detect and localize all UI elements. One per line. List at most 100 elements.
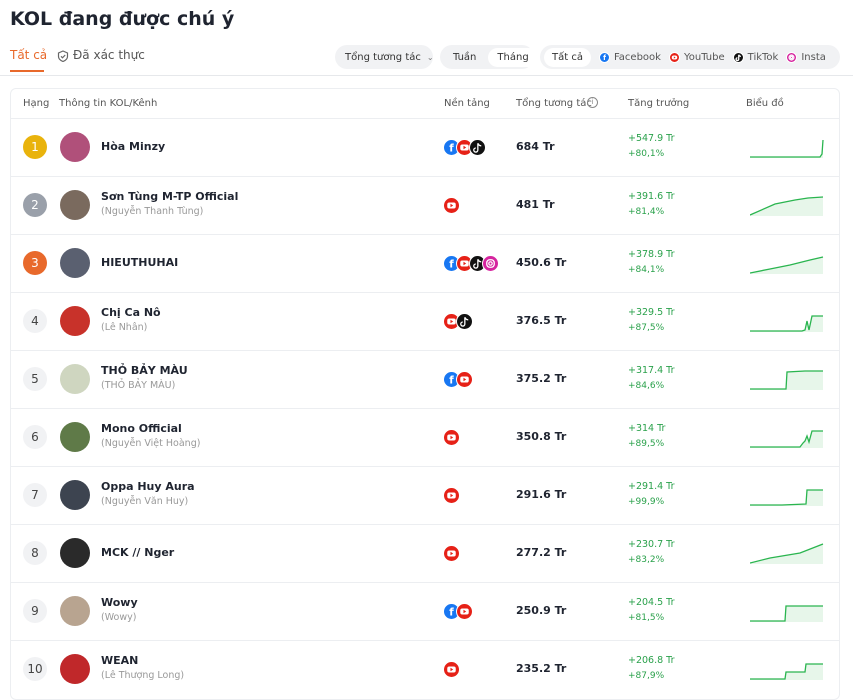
metric-label: Tổng tương tác xyxy=(345,51,421,63)
row-divider xyxy=(10,118,840,119)
total-interactions: 376.5 Tr xyxy=(516,314,567,327)
growth-percent: +87,9% xyxy=(628,671,665,681)
sparkline xyxy=(750,430,823,448)
platform-icon xyxy=(443,487,460,504)
platform-icons: f xyxy=(443,603,473,620)
avatar xyxy=(60,364,90,394)
kol-name: Chị Ca Nô xyxy=(101,306,161,319)
growth-percent: +84,1% xyxy=(628,265,665,275)
kol-subname: (Wowy) xyxy=(101,612,137,623)
platform-filter: Tất cả f Facebook YouTube TikTok Insta xyxy=(540,45,840,69)
rank-badge: 9 xyxy=(23,599,47,623)
avatar xyxy=(60,190,90,220)
growth-value: +206.8 Tr xyxy=(628,655,675,666)
column-header: Thông tin KOL/Kênh xyxy=(59,98,158,109)
platform-label: Tất cả xyxy=(552,51,583,63)
sparkline xyxy=(750,489,823,506)
total-interactions: 684 Tr xyxy=(516,140,555,153)
rank-badge: 4 xyxy=(23,309,47,333)
platform-icon xyxy=(456,603,473,620)
row-divider xyxy=(10,350,840,351)
total-interactions: 375.2 Tr xyxy=(516,372,567,385)
kol-name: THỎ BẢY MÀU xyxy=(101,364,188,377)
platform-icon xyxy=(456,313,473,330)
kol-name: HIEUTHUHAI xyxy=(101,256,179,269)
avatar xyxy=(60,480,90,510)
platform-option[interactable]: TikTok xyxy=(732,51,779,63)
rank-badge: 10 xyxy=(23,657,47,681)
column-header: Biểu đồ xyxy=(746,98,784,109)
growth-value: +391.6 Tr xyxy=(628,191,675,202)
rank-badge: 8 xyxy=(23,541,47,565)
platform-icon xyxy=(443,661,460,678)
row-divider xyxy=(10,640,840,641)
tab[interactable]: Tất cả xyxy=(10,48,48,62)
kol-name: MCK // Nger xyxy=(101,546,175,559)
platform-icon xyxy=(482,255,499,272)
avatar xyxy=(60,306,90,336)
platform-icon xyxy=(443,429,460,446)
total-interactions: 235.2 Tr xyxy=(516,662,567,675)
platform-label: YouTube xyxy=(683,51,725,63)
kol-subname: (Nguyễn Việt Hoàng) xyxy=(101,438,201,449)
rank-badge: 6 xyxy=(23,425,47,449)
kol-subname: (Nguyễn Thanh Tùng) xyxy=(101,206,204,217)
growth-value: +291.4 Tr xyxy=(628,481,675,492)
platform-option[interactable]: Tất cả xyxy=(544,47,591,67)
total-interactions: 450.6 Tr xyxy=(516,256,567,269)
growth-percent: +84,6% xyxy=(628,381,665,391)
avatar xyxy=(60,422,90,452)
total-interactions: 277.2 Tr xyxy=(516,546,567,559)
kol-name: Wowy xyxy=(101,596,138,609)
platform-label: TikTok xyxy=(747,51,779,63)
growth-value: +329.5 Tr xyxy=(628,307,675,318)
platform-icon xyxy=(469,255,486,272)
growth-value: +317.4 Tr xyxy=(628,365,675,376)
avatar xyxy=(60,596,90,626)
info-icon: i xyxy=(587,97,598,108)
row-divider xyxy=(10,582,840,583)
row-divider xyxy=(10,524,840,525)
total-interactions: 291.6 Tr xyxy=(516,488,567,501)
row-divider xyxy=(10,234,840,235)
growth-percent: +80,1% xyxy=(628,149,665,159)
platform-icon xyxy=(786,51,798,63)
platform-option[interactable]: f Facebook xyxy=(598,51,661,63)
sparkline xyxy=(750,196,824,216)
column-header: Tổng tương tác xyxy=(516,98,592,109)
period-option[interactable]: Tuần xyxy=(453,51,477,63)
total-interactions: 350.8 Tr xyxy=(516,430,567,443)
platform-option[interactable]: YouTube xyxy=(668,51,725,63)
platform-icon xyxy=(443,313,460,330)
column-header: Nền tảng xyxy=(444,98,490,109)
platform-option[interactable]: Insta xyxy=(786,51,826,63)
platform-icons: f xyxy=(443,255,499,272)
kol-name: Hòa Minzy xyxy=(101,140,166,153)
platform-label: Facebook xyxy=(613,51,661,63)
rank-badge: 7 xyxy=(23,483,47,507)
shield-icon xyxy=(57,50,69,62)
tab[interactable]: Đã xác thực xyxy=(73,48,145,62)
sparkline xyxy=(750,315,823,332)
platform-icons: f xyxy=(443,139,486,156)
period-option-active[interactable]: Tháng xyxy=(488,47,538,67)
growth-percent: +81,5% xyxy=(628,613,665,623)
sparkline xyxy=(750,663,823,680)
divider xyxy=(0,75,853,76)
svg-text:f: f xyxy=(449,608,454,619)
platform-icons xyxy=(443,661,460,678)
platform-icons xyxy=(443,487,460,504)
rank-badge: 3 xyxy=(23,251,47,275)
tab-underline xyxy=(10,70,44,72)
growth-value: +230.7 Tr xyxy=(628,539,675,550)
kol-subname: (THỎ BẢY MÀU) xyxy=(101,380,176,391)
platform-icons xyxy=(443,429,460,446)
svg-text:f: f xyxy=(449,376,454,387)
platform-icons xyxy=(443,197,460,214)
metric-dropdown[interactable]: Tổng tương tác ⌄ xyxy=(335,45,434,69)
platform-icons: f xyxy=(443,371,473,388)
platform-icon xyxy=(456,255,473,272)
growth-percent: +83,2% xyxy=(628,555,665,565)
growth-value: +378.9 Tr xyxy=(628,249,675,260)
growth-percent: +87,5% xyxy=(628,323,665,333)
